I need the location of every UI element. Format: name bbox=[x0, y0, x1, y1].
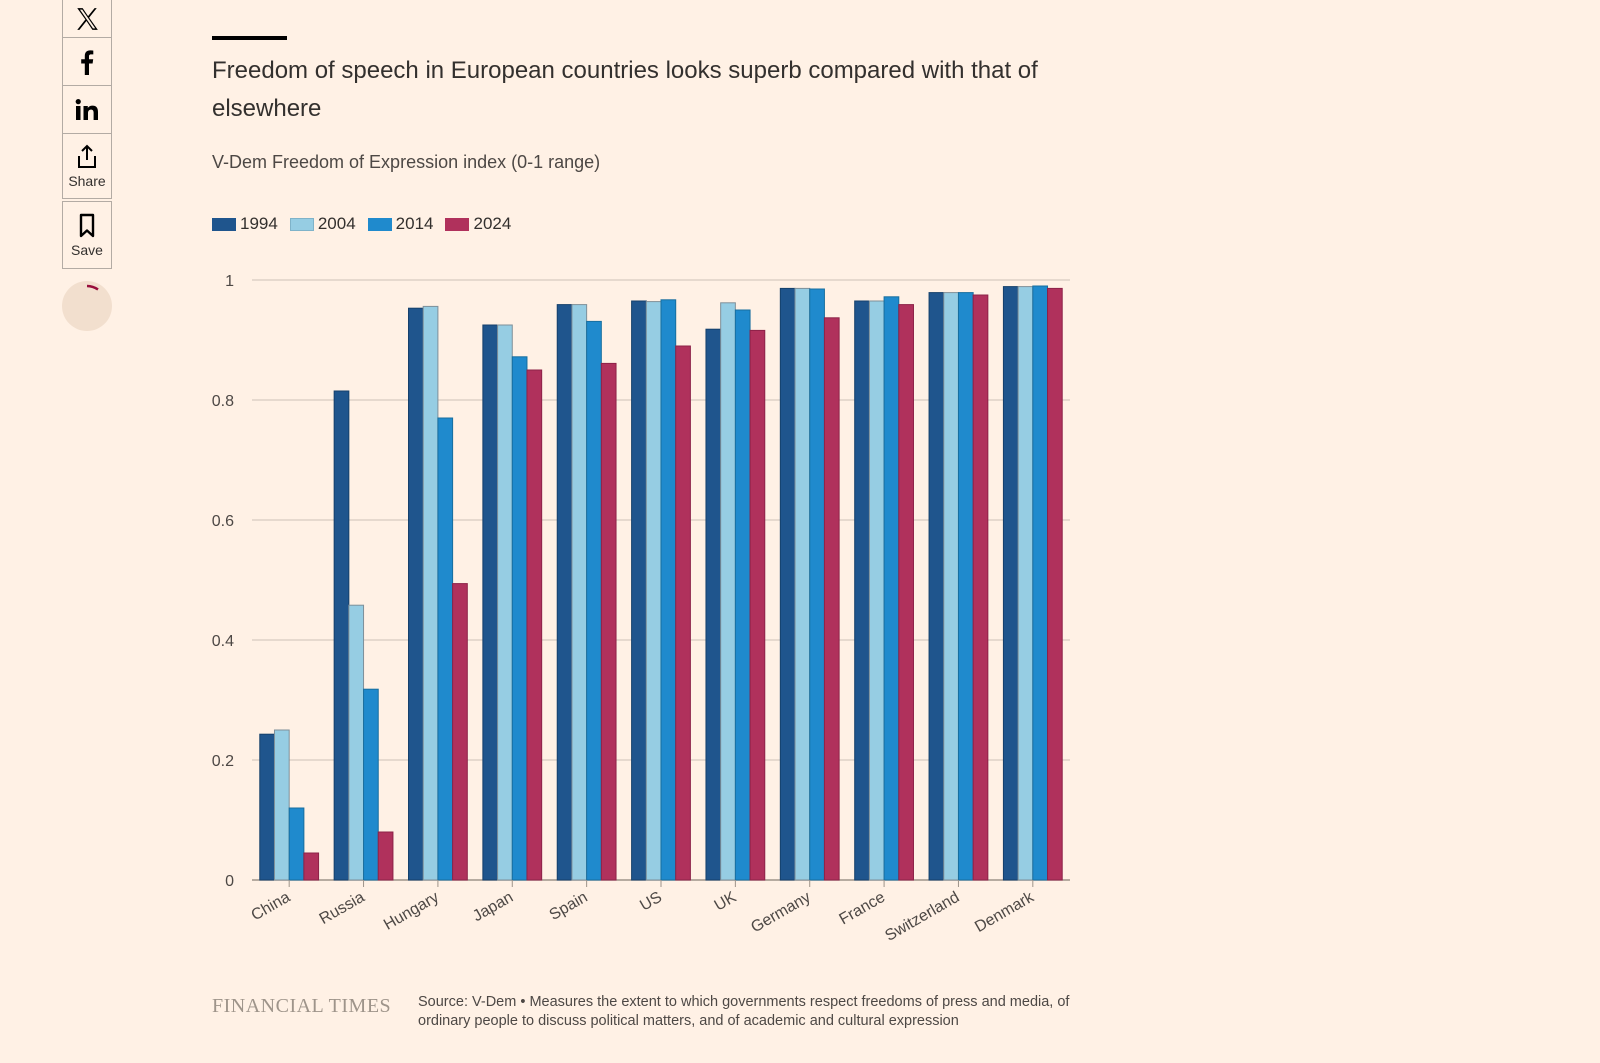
x-tick-label-japan: Japan bbox=[470, 889, 516, 926]
bar-switzerland-2024 bbox=[972, 294, 989, 881]
bar-japan-2014 bbox=[511, 356, 528, 881]
x-tick-label-russia: Russia bbox=[317, 889, 368, 928]
bar-uk-2004 bbox=[720, 302, 736, 881]
bar-denmark-2004 bbox=[1017, 286, 1034, 881]
bar-japan-1994 bbox=[482, 324, 499, 881]
legend-swatch-2004 bbox=[289, 217, 314, 231]
bar-china-2024 bbox=[303, 852, 320, 881]
bar-uk-2024 bbox=[749, 329, 766, 881]
facebook-icon bbox=[81, 49, 94, 75]
legend-item-2004: 2004 bbox=[289, 214, 356, 234]
bar-spain-2014 bbox=[586, 320, 602, 881]
share-button[interactable]: Share bbox=[62, 134, 112, 199]
bar-hungary-2004 bbox=[422, 305, 439, 881]
save-button[interactable]: Save bbox=[62, 201, 112, 269]
bar-germany-2004 bbox=[794, 287, 811, 881]
chart-title: Freedom of speech in European countries … bbox=[212, 57, 1038, 122]
bar-france-2004 bbox=[868, 300, 885, 881]
x-icon bbox=[77, 7, 98, 30]
bar-hungary-2024 bbox=[452, 583, 468, 881]
y-tick-label: 1 bbox=[225, 273, 234, 290]
bar-switzerland-2014 bbox=[957, 292, 974, 881]
bar-hungary-2014 bbox=[437, 417, 454, 881]
linkedin-icon bbox=[75, 98, 98, 120]
bar-denmark-2024 bbox=[1047, 287, 1063, 881]
legend-item-2014: 2014 bbox=[367, 214, 434, 234]
legend-swatch-1994 bbox=[212, 217, 236, 231]
bar-germany-2024 bbox=[823, 317, 840, 881]
bar-spain-2024 bbox=[600, 362, 617, 881]
ft-logo: FINANCIAL TIMES bbox=[212, 995, 392, 1017]
bar-france-2024 bbox=[898, 304, 914, 881]
bar-russia-2004 bbox=[348, 604, 365, 881]
save-label: Save bbox=[71, 241, 103, 258]
bar-us-2014 bbox=[660, 299, 677, 881]
chart-legend: 1994 2004 2014 2024 bbox=[212, 214, 511, 234]
x-tick-label-china: China bbox=[248, 889, 293, 925]
bar-us-1994 bbox=[631, 300, 647, 881]
bar-us-2004 bbox=[645, 301, 662, 881]
bar-germany-1994 bbox=[779, 287, 796, 881]
share-bar: Share Save bbox=[62, 0, 112, 331]
bar-uk-2014 bbox=[734, 309, 751, 881]
title-rule bbox=[212, 36, 287, 40]
spinner-icon bbox=[86, 284, 99, 291]
share-x-button[interactable] bbox=[62, 0, 112, 38]
legend-label-1994: 1994 bbox=[240, 214, 278, 233]
loading-spinner bbox=[62, 281, 112, 331]
bar-switzerland-2004 bbox=[943, 292, 959, 881]
bookmark-icon bbox=[79, 213, 95, 237]
y-tick-label: 0 bbox=[225, 873, 234, 890]
y-tick-label: 0.4 bbox=[212, 633, 234, 650]
legend-swatch-2024 bbox=[445, 217, 470, 231]
bar-france-1994 bbox=[854, 300, 870, 881]
bar-china-1994 bbox=[259, 733, 275, 881]
bar-uk-1994 bbox=[705, 328, 722, 881]
bar-chart: 0 0.2 0.4 0.6 0.8 1 China Russia Hungary Japan Spa… bbox=[212, 273, 1070, 945]
legend-item-2024: 2024 bbox=[445, 214, 511, 234]
legend-label-2014: 2014 bbox=[395, 214, 434, 233]
x-tick-label-germany: Germany bbox=[748, 889, 813, 937]
bar-switzerland-1994 bbox=[928, 292, 945, 881]
share-icon bbox=[78, 144, 96, 168]
share-label: Share bbox=[68, 172, 106, 189]
bar-spain-1994 bbox=[556, 304, 573, 881]
y-tick-label: 0.8 bbox=[212, 393, 234, 410]
source-note: Source: V-Dem • Measures the extent to w… bbox=[418, 994, 1070, 1029]
bar-us-2024 bbox=[675, 345, 691, 881]
bar-denmark-2014 bbox=[1032, 285, 1049, 881]
bar-spain-2004 bbox=[571, 304, 588, 881]
legend-swatch-2014 bbox=[367, 217, 392, 231]
bar-hungary-1994 bbox=[408, 307, 424, 881]
share-linkedin-button[interactable] bbox=[62, 86, 112, 134]
bar-france-2014 bbox=[883, 296, 900, 881]
x-tick-label-us: US bbox=[637, 889, 665, 915]
bar-russia-2024 bbox=[377, 831, 394, 881]
bar-germany-2014 bbox=[809, 288, 825, 881]
legend-item-1994: 1994 bbox=[212, 214, 278, 234]
bar-denmark-1994 bbox=[1002, 286, 1019, 881]
x-tick-label-spain: Spain bbox=[547, 889, 591, 924]
y-tick-label: 0.6 bbox=[212, 513, 234, 530]
x-tick-label-uk: UK bbox=[712, 889, 740, 915]
bar-japan-2004 bbox=[497, 324, 513, 881]
x-tick-label-denmark: Denmark bbox=[972, 888, 1038, 936]
y-tick-label: 0.2 bbox=[212, 753, 234, 770]
bar-china-2014 bbox=[288, 807, 305, 881]
legend-label-2004: 2004 bbox=[317, 214, 356, 233]
share-facebook-button[interactable] bbox=[62, 38, 112, 86]
chart-subtitle: V-Dem Freedom of Expression index (0-1 r… bbox=[212, 152, 601, 172]
x-tick-label-france: France bbox=[836, 889, 888, 929]
bar-russia-1994 bbox=[333, 390, 350, 881]
legend-label-2024: 2024 bbox=[473, 214, 512, 233]
x-tick-label-hungary: Hungary bbox=[381, 889, 442, 934]
x-tick-label-switzerland: Switzerland bbox=[882, 889, 962, 945]
bar-russia-2014 bbox=[363, 688, 379, 881]
bar-japan-2024 bbox=[526, 369, 543, 881]
bar-china-2004 bbox=[273, 729, 290, 881]
